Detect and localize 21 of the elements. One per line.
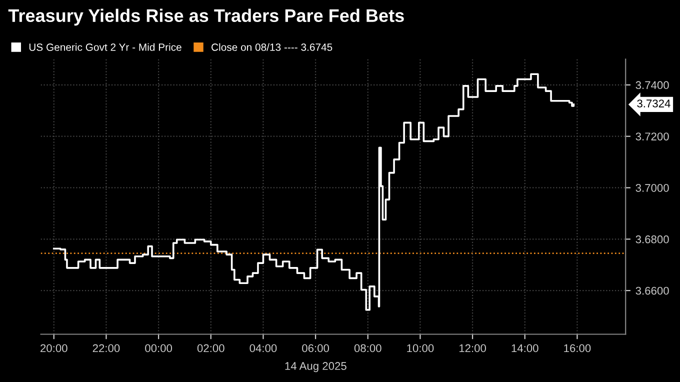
y-tick-label: 3.7000 (636, 184, 669, 192)
text: 3.7324 (637, 100, 670, 108)
x-tick-label: 04:00 (250, 344, 277, 352)
legend-label: Close on 08/13 ---- 3.6745 (212, 43, 332, 51)
x-tick-label: 14:00 (512, 344, 538, 352)
x-tick-label: 00:00 (145, 344, 172, 352)
y-tick-label: 3.6800 (636, 235, 669, 244)
y-tick-label: 3.7400 (636, 81, 669, 90)
y-tick-label: 3.6600 (636, 286, 669, 295)
y-tick-label: 3.7200 (636, 132, 669, 140)
x-tick-label: 08:00 (354, 344, 382, 352)
x-tick-label: 16:00 (564, 344, 591, 352)
chart-title: Treasury Yields Rise as Traders Pare Fed Bets (8, 8, 404, 26)
x-tick-label: 12:00 (459, 344, 486, 352)
x-tick-label: 20:00 (40, 344, 68, 352)
x-tick-label: 06:00 (302, 344, 330, 352)
legend-label: US Generic Govt 2 Yr - Mid Price (29, 43, 182, 51)
x-tick-label: 02:00 (197, 344, 224, 352)
x-tick-label: 10:00 (407, 344, 434, 352)
x-tick-label: 22:00 (92, 344, 120, 352)
text: 14 Aug 2025 (285, 362, 346, 372)
